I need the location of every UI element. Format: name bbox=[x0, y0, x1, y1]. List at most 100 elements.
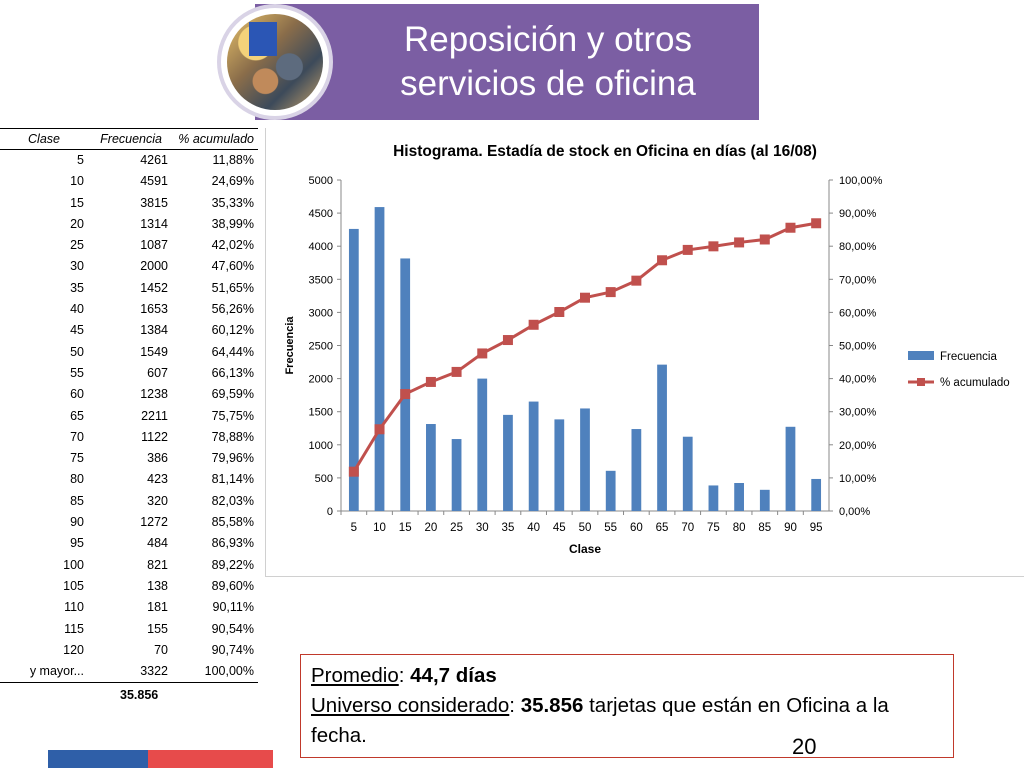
cumulative-marker bbox=[400, 389, 411, 400]
cell-clase: 80 bbox=[70, 472, 84, 487]
table-row: 40 1653 56,26% bbox=[0, 299, 258, 320]
bar bbox=[528, 401, 539, 511]
bar bbox=[785, 426, 796, 511]
cell-acumulado: 86,93% bbox=[211, 536, 254, 551]
title-banner bbox=[255, 4, 759, 120]
cell-frecuencia: 70 bbox=[154, 642, 168, 657]
cell-frecuencia: 4261 bbox=[140, 153, 168, 167]
cell-frecuencia: 2000 bbox=[140, 259, 168, 274]
cumulative-marker bbox=[425, 376, 436, 387]
cell-frecuencia: 821 bbox=[147, 557, 168, 572]
bar bbox=[477, 378, 488, 511]
y2-tick-label: 40,00% bbox=[839, 374, 877, 386]
table-row: 80 423 81,14% bbox=[0, 469, 258, 490]
cell-frecuencia: 181 bbox=[147, 600, 168, 615]
legend-label-acumulado: % acumulado bbox=[940, 377, 1010, 389]
table-row: 10 4591 24,69% bbox=[0, 171, 258, 192]
table-row: 55 607 66,13% bbox=[0, 363, 258, 384]
x-tick-label: 50 bbox=[579, 522, 592, 534]
y-tick-label: 5000 bbox=[309, 175, 333, 187]
x-tick-label: 10 bbox=[373, 522, 386, 534]
x-tick-label: 75 bbox=[707, 522, 720, 534]
table-row: 30 2000 47,60% bbox=[0, 256, 258, 277]
y-tick-label: 2500 bbox=[309, 341, 333, 353]
cell-frecuencia: 1314 bbox=[140, 216, 168, 231]
cell-clase: 50 bbox=[70, 344, 84, 359]
table-row: 20 1314 38,99% bbox=[0, 214, 258, 235]
x-tick-label: 15 bbox=[399, 522, 412, 534]
x-tick-label: 70 bbox=[681, 522, 694, 534]
cell-clase: 15 bbox=[70, 195, 84, 210]
universo-value: 35.856 bbox=[520, 694, 584, 717]
y-tick-label: 3500 bbox=[309, 274, 333, 286]
legend-label-frecuencia: Frecuencia bbox=[940, 351, 997, 363]
cell-clase: 95 bbox=[70, 536, 84, 551]
table-row: 105 138 89,60% bbox=[0, 576, 258, 597]
y-tick-label: 2000 bbox=[309, 374, 333, 386]
table-row: 70 1122 78,88% bbox=[0, 427, 258, 448]
cumulative-marker bbox=[554, 307, 565, 318]
cumulative-marker bbox=[502, 335, 513, 346]
cell-clase: 85 bbox=[70, 493, 84, 508]
y-tick-label: 3000 bbox=[309, 307, 333, 319]
cumulative-marker bbox=[477, 348, 488, 359]
cell-frecuencia: 1384 bbox=[140, 323, 168, 338]
table-row: 85 320 82,03% bbox=[0, 491, 258, 512]
chart-frame: Histograma. Estadía de stock en Oficina … bbox=[265, 128, 1024, 577]
cell-clase: 5 bbox=[77, 153, 84, 167]
y2-tick-label: 20,00% bbox=[839, 440, 877, 452]
cell-acumulado: 90,11% bbox=[212, 600, 254, 615]
x-tick-label: 25 bbox=[450, 522, 463, 534]
cell-frecuencia: 423 bbox=[147, 472, 168, 487]
bar bbox=[451, 439, 462, 511]
cell-clase: 10 bbox=[70, 174, 84, 189]
cell-acumulado: 75,75% bbox=[211, 408, 254, 423]
title-line-2: servicios de oficina bbox=[400, 64, 696, 103]
cumulative-marker bbox=[657, 255, 668, 266]
cumulative-marker bbox=[631, 275, 642, 286]
table-row: 115 155 90,54% bbox=[0, 619, 258, 640]
cell-acumulado: 56,26% bbox=[211, 302, 254, 317]
cell-frecuencia: 4591 bbox=[140, 174, 168, 189]
bar bbox=[708, 485, 719, 511]
table-row: 100 821 89,22% bbox=[0, 555, 258, 576]
cumulative-marker bbox=[348, 466, 359, 477]
y-tick-label: 500 bbox=[315, 473, 333, 485]
y-tick-label: 0 bbox=[327, 506, 333, 518]
office-photo-logo bbox=[217, 4, 333, 120]
bar bbox=[657, 364, 667, 511]
chart-title: Histograma. Estadía de stock en Oficina … bbox=[393, 143, 817, 160]
cumulative-marker bbox=[580, 292, 590, 303]
legend-marker-acumulado bbox=[917, 378, 925, 386]
y2-tick-label: 70,00% bbox=[839, 274, 877, 286]
cell-frecuencia: 607 bbox=[147, 365, 168, 380]
table-total: 35.856 bbox=[120, 688, 159, 702]
cell-clase: 100 bbox=[63, 557, 84, 572]
x-axis-label: Clase bbox=[569, 542, 601, 556]
cell-frecuencia: 1272 bbox=[140, 515, 168, 530]
cell-acumulado: 51,65% bbox=[211, 280, 254, 295]
x-tick-label: 65 bbox=[656, 522, 669, 534]
cell-clase: 45 bbox=[70, 323, 84, 338]
cell-frecuencia: 1549 bbox=[140, 344, 168, 359]
bar bbox=[682, 436, 693, 511]
cell-clase: 75 bbox=[70, 451, 84, 466]
bar bbox=[400, 258, 411, 511]
x-tick-label: 40 bbox=[527, 522, 540, 534]
table-row: 5 4261 11,88% bbox=[0, 150, 258, 171]
cell-frecuencia: 386 bbox=[147, 451, 168, 466]
cell-acumulado: 78,88% bbox=[211, 429, 254, 444]
y2-tick-label: 50,00% bbox=[839, 341, 877, 353]
cell-acumulado: 90,54% bbox=[211, 621, 254, 636]
page-number: 20 bbox=[792, 734, 817, 759]
cell-acumulado: 24,69% bbox=[211, 174, 254, 189]
table-row: 45 1384 60,12% bbox=[0, 320, 258, 341]
cumulative-marker bbox=[451, 366, 462, 377]
y-tick-label: 4000 bbox=[309, 241, 333, 253]
cell-clase: y mayor... bbox=[29, 664, 84, 679]
x-tick-label: 90 bbox=[784, 522, 797, 534]
legend-swatch-frecuencia bbox=[908, 351, 934, 360]
y2-tick-label: 0,00% bbox=[839, 506, 870, 518]
table-row: 25 1087 42,02% bbox=[0, 235, 258, 256]
y-tick-label: 1000 bbox=[309, 440, 333, 452]
